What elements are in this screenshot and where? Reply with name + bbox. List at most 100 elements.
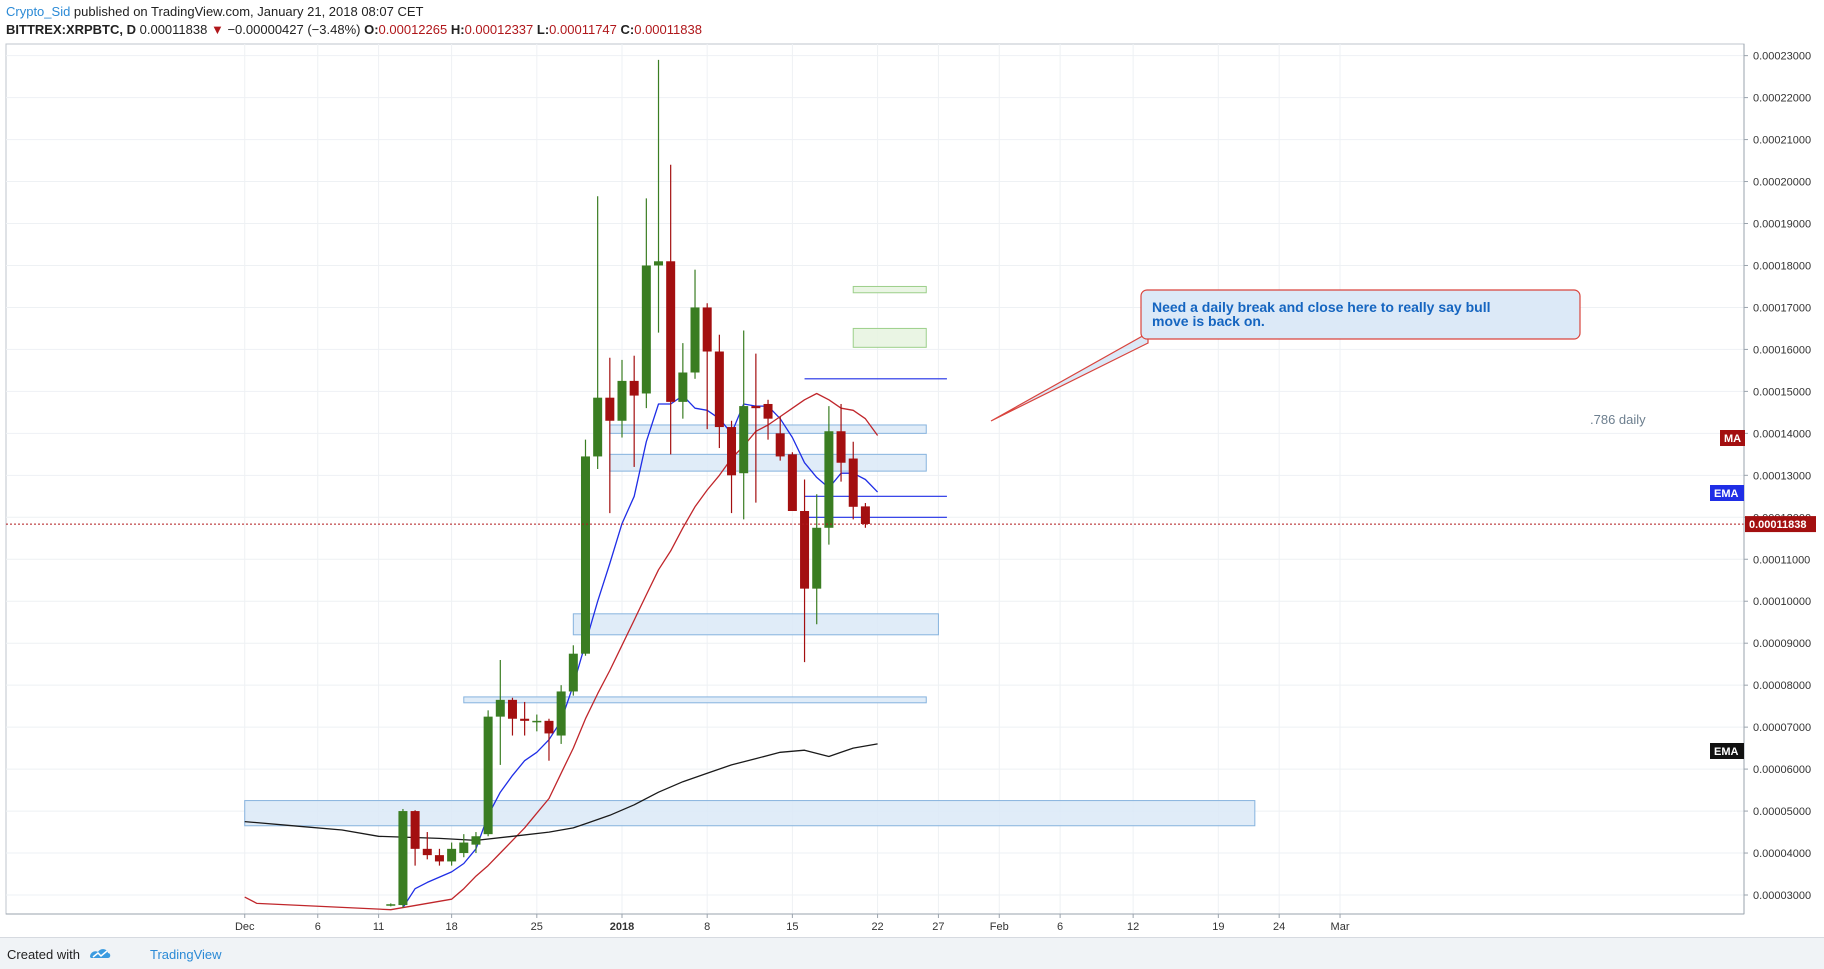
candle bbox=[714, 334, 724, 449]
plot-area[interactable] bbox=[5, 43, 1745, 915]
time-tick-label: 24 bbox=[1273, 921, 1285, 933]
ema-blue-tag-label: EMA bbox=[1714, 488, 1739, 500]
candle bbox=[483, 710, 493, 837]
candle bbox=[836, 403, 846, 482]
candles-layer bbox=[386, 59, 870, 908]
candle bbox=[629, 355, 639, 467]
high-label: H: bbox=[450, 22, 465, 37]
price-tick-label: 0.00020000 bbox=[1753, 177, 1811, 189]
candle-body bbox=[434, 855, 444, 862]
candle bbox=[507, 697, 517, 736]
price-change: −0.00000427 (−3.48%) bbox=[227, 22, 361, 37]
current-price-tag-bg bbox=[1745, 516, 1816, 533]
candle bbox=[775, 416, 785, 461]
candle-body bbox=[836, 431, 846, 463]
price-chart[interactable]: Need a daily break and close here to rea… bbox=[0, 0, 1824, 937]
author-link[interactable]: Crypto_Sid bbox=[6, 4, 71, 19]
candle bbox=[763, 399, 773, 440]
candle-body bbox=[666, 261, 676, 402]
candle bbox=[848, 441, 858, 520]
candle bbox=[398, 808, 408, 908]
candle-body bbox=[507, 699, 517, 719]
candle bbox=[580, 439, 590, 656]
current-price-tag: 0.00011838 bbox=[1745, 516, 1816, 533]
candle bbox=[422, 832, 432, 860]
open-value: 0.00012265 bbox=[378, 22, 448, 37]
candle-body bbox=[800, 510, 810, 589]
candle bbox=[386, 903, 396, 907]
candle bbox=[751, 353, 761, 503]
blue-zone bbox=[609, 453, 927, 472]
candle-body bbox=[763, 403, 773, 419]
ema-black-tag: EMA bbox=[1710, 743, 1744, 759]
candle-body bbox=[544, 720, 554, 734]
candle-body bbox=[787, 454, 797, 511]
price-tick-label: 0.00013000 bbox=[1753, 470, 1811, 482]
candle-body bbox=[714, 351, 724, 428]
green-zone bbox=[852, 285, 927, 294]
ma-line bbox=[244, 392, 879, 911]
candle bbox=[520, 701, 530, 736]
time-tick-label: Mar bbox=[1331, 921, 1350, 933]
price-tick-label: 0.00005000 bbox=[1753, 806, 1811, 818]
time-tick-label: Feb bbox=[990, 921, 1009, 933]
blue-zone bbox=[244, 800, 1256, 827]
callout-box[interactable] bbox=[1140, 289, 1581, 340]
callout[interactable]: Need a daily break and close here to rea… bbox=[990, 289, 1581, 422]
price-axis[interactable]: 0.00023000 0.00022000 0.00021000 0.00020000… bbox=[1743, 44, 1811, 914]
time-axis[interactable]: Dec 6 11 18 25 2018 8 15 22 27 Feb 6 12 19 24 Mar bbox=[6, 913, 1744, 933]
low-value: 0.00011747 bbox=[549, 22, 617, 37]
candle-body bbox=[447, 848, 457, 862]
candle-body bbox=[751, 406, 761, 409]
candle-body bbox=[812, 527, 822, 589]
current-price-tag-label: 0.00011838 bbox=[1749, 519, 1807, 531]
time-tick-label: 15 bbox=[786, 921, 798, 933]
candle-body bbox=[593, 397, 603, 457]
candle bbox=[434, 848, 444, 866]
candle-body bbox=[471, 836, 481, 845]
price-tick-label: 0.00016000 bbox=[1753, 344, 1811, 356]
price-tick-label: 0.00014000 bbox=[1753, 428, 1811, 440]
candle-body bbox=[483, 716, 493, 835]
price-tick-label: 0.00018000 bbox=[1753, 260, 1811, 272]
candle bbox=[654, 59, 664, 333]
price-tick-label: 0.00015000 bbox=[1753, 386, 1811, 398]
candle-body bbox=[556, 691, 566, 736]
callout-joint bbox=[1146, 333, 1156, 337]
time-tick-label: 25 bbox=[531, 921, 543, 933]
ma-tag-bg bbox=[1720, 430, 1745, 446]
time-tick-label: 6 bbox=[1057, 921, 1063, 933]
candle bbox=[495, 659, 505, 765]
callout-line-2: move is back on. bbox=[1152, 313, 1265, 329]
close-label: C: bbox=[620, 22, 635, 37]
ma-tag-label: MA bbox=[1724, 433, 1741, 445]
ema-blue-tag-bg bbox=[1710, 485, 1744, 501]
candle-body bbox=[775, 433, 785, 457]
time-tick-label: 12 bbox=[1127, 921, 1139, 933]
time-tick-label: 22 bbox=[871, 921, 883, 933]
down-arrow-icon: ▼ bbox=[210, 22, 224, 37]
candle-body bbox=[422, 848, 432, 856]
symbol-label[interactable]: BITTREX:XRPBTC, D bbox=[6, 22, 136, 37]
time-tick-label: 2018 bbox=[610, 921, 634, 933]
price-tick-label: 0.00011000 bbox=[1753, 554, 1810, 566]
price-tick-label: 0.00007000 bbox=[1753, 722, 1811, 734]
candle bbox=[459, 834, 469, 858]
fib-level-label: .786 daily bbox=[1590, 412, 1646, 427]
candle bbox=[824, 406, 834, 545]
time-tick-label: 19 bbox=[1212, 921, 1224, 933]
time-tick-label: 6 bbox=[315, 921, 321, 933]
tradingview-logo-icon[interactable] bbox=[88, 946, 112, 962]
candle bbox=[666, 164, 676, 455]
candle bbox=[568, 645, 578, 696]
grid-lines bbox=[6, 44, 1744, 914]
candle-body bbox=[495, 699, 505, 717]
ema-black-tag-label: EMA bbox=[1714, 746, 1739, 758]
candle-body bbox=[605, 397, 615, 421]
candle bbox=[641, 198, 651, 409]
tradingview-brand-link[interactable]: TradingView bbox=[150, 947, 222, 962]
candle bbox=[812, 494, 822, 625]
candle-body bbox=[690, 307, 700, 373]
candle-body bbox=[860, 506, 870, 525]
